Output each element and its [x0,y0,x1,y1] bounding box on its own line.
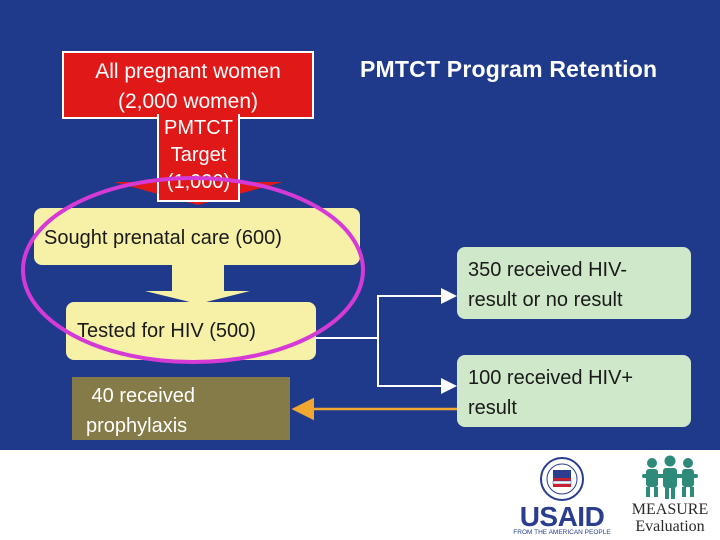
prophylaxis-box: 40 received prophylaxis [72,377,290,440]
connector-to-negative [316,288,457,339]
neg-line2: result or no result [468,289,623,311]
hiv-negative-box: 350 received HIV- result or no result [457,247,691,319]
prophy-line1: 40 received [86,385,195,407]
measure-evaluation-logo: MEASURE Evaluation [624,455,716,537]
pmtct-target-box: PMTCT Target (1,000) [157,114,240,202]
all-women-line2: (2,000 women) [117,90,259,113]
footer-band [0,450,720,540]
hiv-positive-box: 100 received HIV+ result [457,355,691,427]
all-women-line1: All pregnant women [95,60,281,83]
usaid-tagline: FROM THE AMERICAN PEOPLE [513,529,611,536]
slide-title: PMTCT Program Retention [360,56,658,82]
usaid-seal-icon [540,457,584,501]
tested-for-hiv-box: Tested for HIV (500) [66,302,316,360]
usaid-wordmark: USAID [519,501,605,532]
all-pregnant-women-box: All pregnant women (2,000 women) [62,51,314,119]
target-line1: PMTCT [164,117,233,139]
evaluation-wordmark: Evaluation [635,518,705,535]
people-figures-icon [642,455,698,499]
target-line3: (1,000) [166,171,231,193]
pos-line2: result [468,397,517,419]
neg-line1: 350 received HIV- [468,259,627,281]
sought-prenatal-care-box: Sought prenatal care (600) [34,208,360,265]
connector-to-positive [377,338,457,394]
down-arrow-sought-to-tested [145,265,250,304]
pos-line1: 100 received HIV+ [468,367,634,389]
measure-wordmark: MEASURE [631,501,709,518]
usaid-logo: USAID FROM THE AMERICAN PEOPLE [512,456,612,536]
target-line2: Target [170,144,227,166]
prophy-line2: prophylaxis [86,415,188,437]
